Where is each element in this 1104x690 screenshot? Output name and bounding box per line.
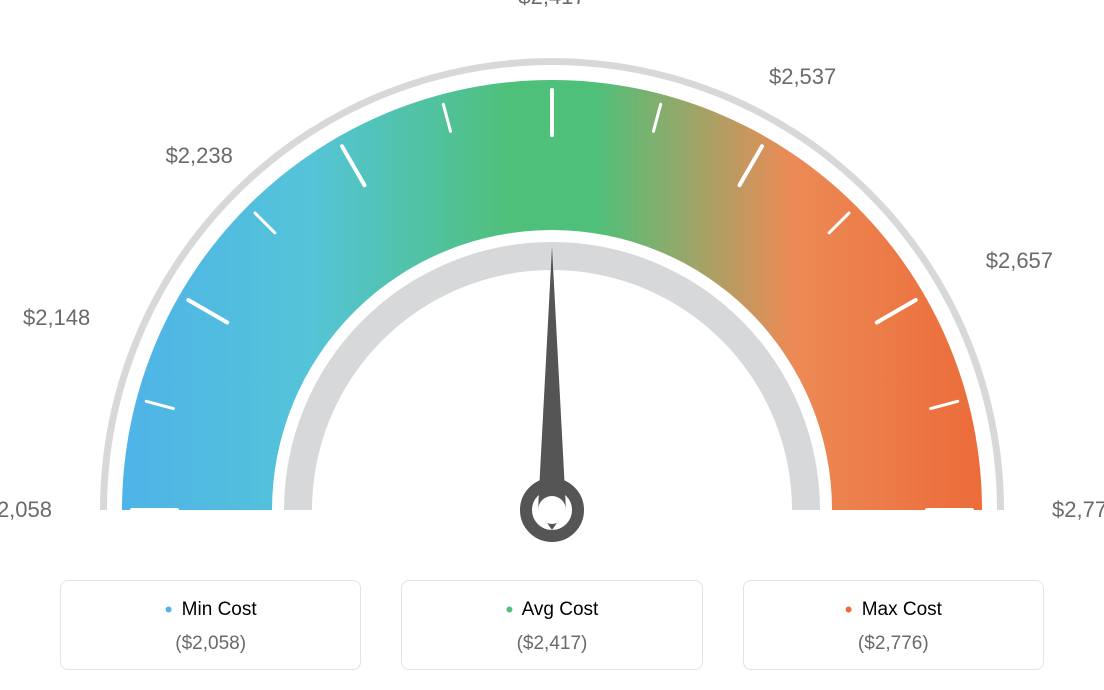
legend-title-text: Max Cost	[862, 599, 942, 620]
legend-title-text: Avg Cost	[522, 599, 599, 620]
legend-value-avg: ($2,417)	[414, 633, 689, 655]
legend-title-text: Min Cost	[182, 599, 257, 620]
gauge-area: $2,058 $2,148 $2,238 $2,417 $2,537 $2,657 $2,7…	[0, 0, 1104, 560]
tick-label: $2,417	[518, 0, 585, 10]
bullet-icon: •	[506, 597, 514, 622]
tick-label: $2,657	[986, 248, 1053, 274]
bullet-icon: •	[845, 597, 853, 622]
tick-label: $2,776	[1052, 497, 1104, 523]
legend-title-max: • Max Cost	[756, 597, 1031, 623]
gauge-svg	[0, 0, 1104, 560]
legend-value-min: ($2,058)	[73, 633, 348, 655]
tick-label: $2,058	[0, 497, 52, 523]
legend-card-avg: • Avg Cost ($2,417)	[401, 580, 702, 670]
legend-row: • Min Cost ($2,058) • Avg Cost ($2,417) …	[0, 580, 1104, 670]
legend-card-min: • Min Cost ($2,058)	[60, 580, 361, 670]
legend-title-min: • Min Cost	[73, 597, 348, 623]
gauge-chart-container: $2,058 $2,148 $2,238 $2,417 $2,537 $2,657 $2,7…	[0, 0, 1104, 690]
tick-label: $2,238	[166, 143, 233, 169]
legend-card-max: • Max Cost ($2,776)	[743, 580, 1044, 670]
legend-title-avg: • Avg Cost	[414, 597, 689, 623]
legend-value-max: ($2,776)	[756, 633, 1031, 655]
bullet-icon: •	[165, 597, 173, 622]
tick-label: $2,148	[23, 305, 90, 331]
tick-label: $2,537	[769, 64, 836, 90]
